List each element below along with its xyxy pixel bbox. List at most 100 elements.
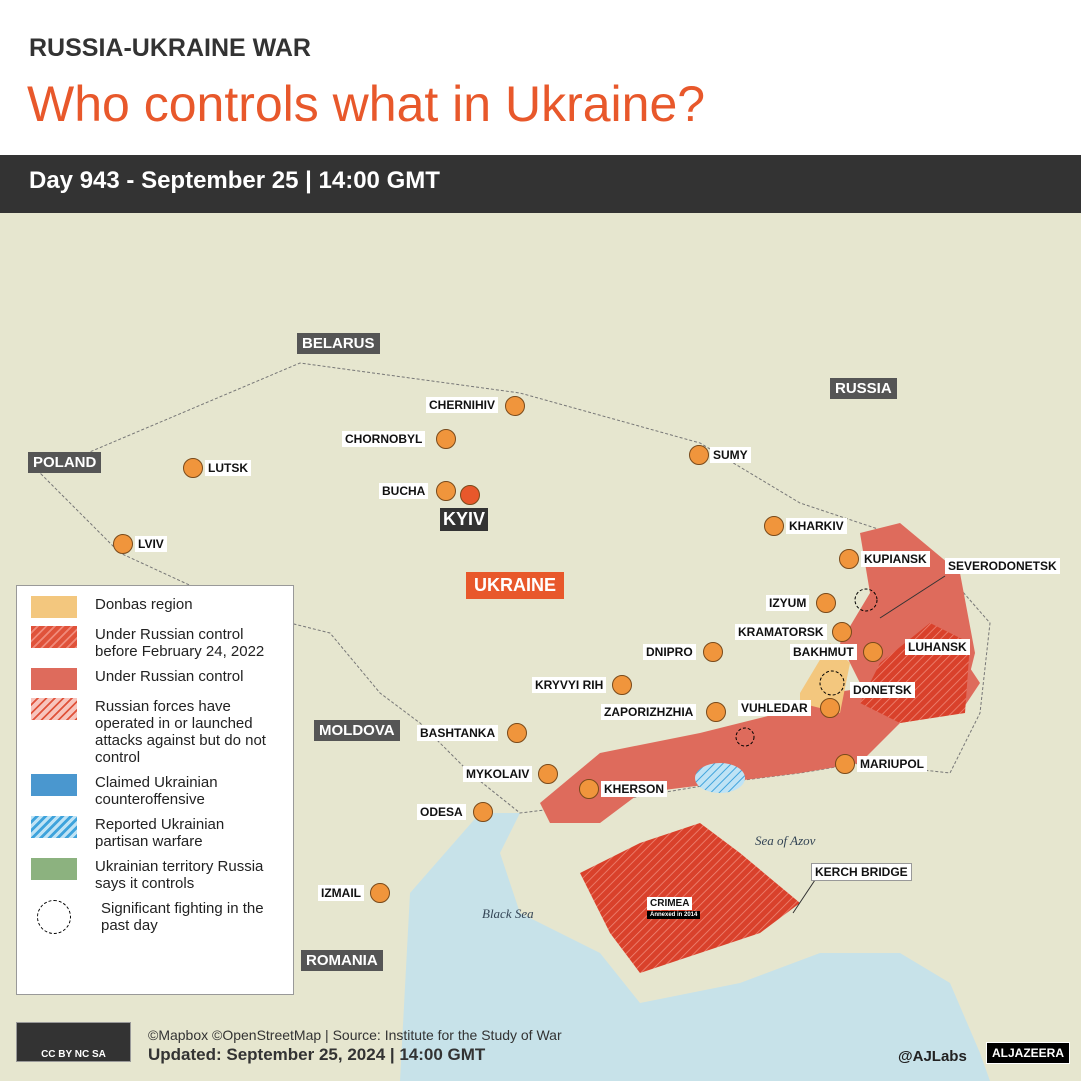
legend-swatch <box>31 626 77 648</box>
date-bar: Day 943 - September 25 | 14:00 GMT <box>0 155 1081 213</box>
capital-marker <box>460 485 480 505</box>
city-marker <box>703 642 723 662</box>
black-sea-label: Black Sea <box>482 906 534 921</box>
legend-label: Reported Ukrainian partisan warfare <box>95 816 225 850</box>
legend-item: Russian forces have operated in or launc… <box>31 698 279 766</box>
city-marker <box>689 445 709 465</box>
credits: ©Mapbox ©OpenStreetMap | Source: Institu… <box>148 1027 562 1043</box>
fighting-circle <box>854 588 878 612</box>
sea-of-azov-label: Sea of Azov <box>755 833 816 848</box>
legend-label: Claimed Ukrainian counteroffensive <box>95 774 218 808</box>
legend-swatch <box>31 774 77 796</box>
city-marker <box>505 396 525 416</box>
country-poland: POLAND <box>28 452 102 473</box>
kerch-leader <box>792 879 816 914</box>
country-moldova: MOLDOVA <box>314 720 400 741</box>
legend-label: Russian forces have operated in or launc… <box>95 698 266 766</box>
city-luhansk: LUHANSK <box>905 639 970 655</box>
city-zaporizhzhia: ZAPORIZHZHIA <box>601 704 697 720</box>
kakhovka-reservoir <box>695 763 745 793</box>
city-marker <box>579 779 599 799</box>
severodonetsk-leader <box>879 575 946 619</box>
city-kramatorsk: KRAMATORSK <box>735 624 827 640</box>
city-marker <box>832 622 852 642</box>
country-russia: RUSSIA <box>830 378 897 399</box>
city-chernihiv: CHERNIHIV <box>426 397 499 413</box>
city-marker <box>183 458 203 478</box>
updated: Updated: September 25, 2024 | 14:00 GMT <box>148 1045 486 1064</box>
city-kupiansk: KUPIANSK <box>861 551 930 567</box>
cc-license-icon: CC BY NC SA <box>16 1022 131 1062</box>
city-marker <box>820 698 840 718</box>
city-marker <box>436 481 456 501</box>
legend-item: Reported Ukrainian partisan warfare <box>31 816 279 850</box>
city-kyiv: KYIV <box>440 508 489 531</box>
city-mariupol: MARIUPOL <box>857 756 927 772</box>
legend-item: Donbas region <box>31 596 279 618</box>
city-kryvyi-rih: KRYVYI RIH <box>532 677 607 693</box>
fighting-circle <box>735 727 755 747</box>
aljazeera-logo: ALJAZEERA <box>986 1042 1071 1064</box>
city-izmail: IZMAIL <box>318 885 364 901</box>
city-marker <box>764 516 784 536</box>
city-marker <box>113 534 133 554</box>
kerch-bridge-label: KERCH BRIDGE <box>811 863 912 881</box>
city-marker <box>370 883 390 903</box>
ukraine-border <box>39 362 991 814</box>
city-izyum: IZYUM <box>766 595 810 611</box>
city-dnipro: DNIPRO <box>643 644 696 660</box>
fighting-circle <box>819 670 845 696</box>
city-mykolaiv: MYKOLAIV <box>463 766 533 782</box>
city-marker <box>507 723 527 743</box>
crimea-note: Annexed in 2014 <box>647 911 701 919</box>
donbas-region <box>800 643 850 713</box>
fighting-circle-icon <box>37 900 71 934</box>
country-belarus: BELARUS <box>297 333 380 354</box>
city-marker <box>816 593 836 613</box>
page-title: Who controls what in Ukraine? <box>27 76 706 132</box>
kicker: RUSSIA-UKRAINE WAR <box>29 34 311 62</box>
legend-item: Significant fighting in the past day <box>31 900 279 934</box>
legend-swatch <box>31 698 77 720</box>
handle: @AJLabs <box>898 1048 967 1065</box>
city-bakhmut: BAKHMUT <box>790 644 857 660</box>
city-bashtanka: BASHTANKA <box>417 725 499 741</box>
city-marker <box>706 702 726 722</box>
legend: Donbas region Under Russian control befo… <box>16 585 294 995</box>
city-sumy: SUMY <box>710 447 751 463</box>
city-marker <box>473 802 493 822</box>
legend-label: Under Russian control <box>95 668 244 685</box>
city-donetsk: DONETSK <box>850 682 915 698</box>
country-romania: ROMANIA <box>301 950 383 971</box>
city-marker <box>863 642 883 662</box>
city-lviv: LVIV <box>135 536 167 552</box>
city-chornobyl: CHORNOBYL <box>342 431 426 447</box>
sea-area <box>400 813 990 1081</box>
city-marker <box>538 764 558 784</box>
legend-item: Under Russian control <box>31 668 279 690</box>
legend-label: Under Russian control before February 24… <box>95 626 265 660</box>
legend-label: Significant fighting in the past day <box>101 900 264 934</box>
city-vuhledar: VUHLEDAR <box>738 700 811 716</box>
legend-swatch <box>31 816 77 838</box>
country-ukraine: UKRAINE <box>466 572 565 599</box>
legend-item: Claimed Ukrainian counteroffensive <box>31 774 279 808</box>
city-marker <box>612 675 632 695</box>
city-kherson: KHERSON <box>601 781 668 797</box>
legend-swatch <box>31 596 77 618</box>
city-marker <box>436 429 456 449</box>
legend-item: Ukrainian territory Russia says it contr… <box>31 858 279 892</box>
legend-label: Donbas region <box>95 596 193 613</box>
city-marker <box>835 754 855 774</box>
crimea-label: CRIMEA <box>647 897 693 910</box>
city-marker <box>839 549 859 569</box>
city-bucha: BUCHA <box>379 483 429 499</box>
legend-swatch <box>31 858 77 880</box>
legend-label: Ukrainian territory Russia says it contr… <box>95 858 264 892</box>
city-lutsk: LUTSK <box>205 460 251 476</box>
city-kharkiv: KHARKIV <box>786 518 847 534</box>
legend-swatch <box>31 668 77 690</box>
city-severodonetsk: SEVERODONETSK <box>945 558 1060 574</box>
legend-item: Under Russian control before February 24… <box>31 626 279 660</box>
city-odesa: ODESA <box>417 804 466 820</box>
